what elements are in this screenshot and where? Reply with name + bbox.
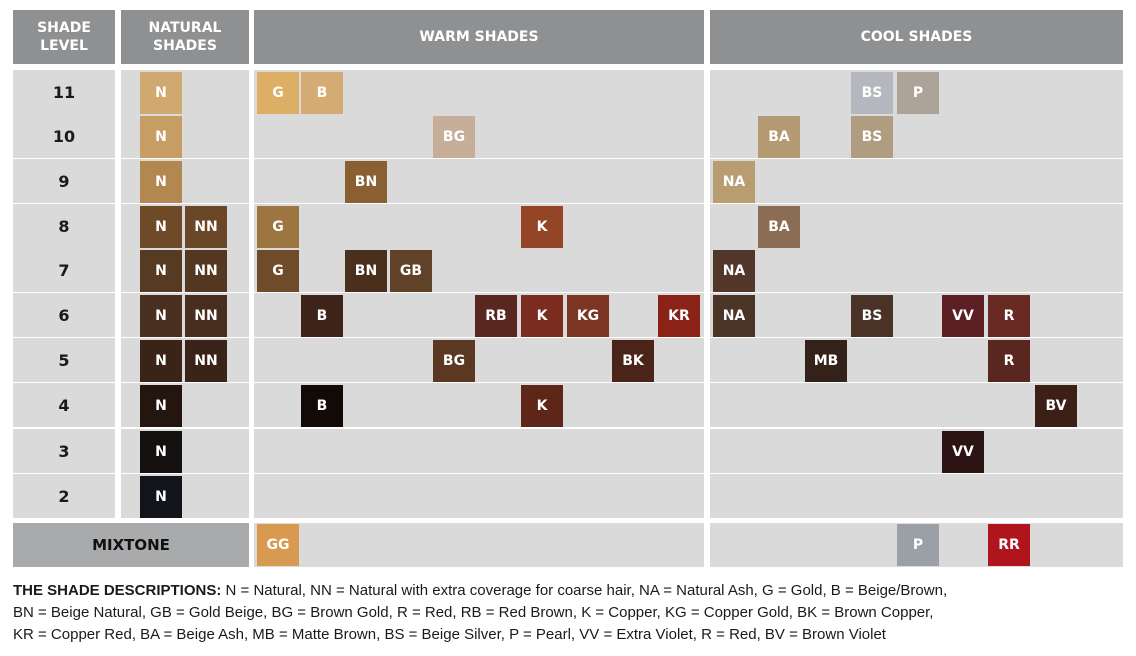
shade-level-9: 9: [13, 159, 115, 203]
shade-level-4: 4: [13, 383, 115, 427]
swatch-natural-5-nn: NN: [185, 340, 227, 382]
swatch-warm-9-bn: BN: [345, 161, 387, 203]
shade-level-11: 11: [13, 70, 115, 114]
shade-chart: SHADE LEVEL NATURAL SHADES WARM SHADES C…: [13, 10, 1123, 567]
swatch-warm-6-b: B: [301, 295, 343, 337]
shade-level-7: 7: [13, 248, 115, 292]
swatch-natural-8-nn: NN: [185, 206, 227, 248]
cool-row-7: [710, 248, 1123, 292]
swatch-warm-8-g: G: [257, 206, 299, 248]
swatch-cool-11-p: P: [897, 72, 939, 114]
swatch-cool-8-ba: BA: [758, 206, 800, 248]
warm-row-7: [254, 248, 704, 292]
legend-heading: THE SHADE DESCRIPTIONS:: [13, 582, 222, 599]
shade-level-8: 8: [13, 204, 115, 248]
swatch-warm-7-bn: BN: [345, 250, 387, 292]
swatch-warm-4-b: B: [301, 385, 343, 427]
swatch-warm-7-g: G: [257, 250, 299, 292]
cool-row-2: [710, 474, 1123, 518]
mixtone-label: MIXTONE: [13, 523, 249, 567]
swatch-warm-6-kg: KG: [567, 295, 609, 337]
swatch-cool-6-bs: BS: [851, 295, 893, 337]
swatch-cool-11-bs: BS: [851, 72, 893, 114]
swatch-natural-7-nn: NN: [185, 250, 227, 292]
swatch-warm-7-gb: GB: [390, 250, 432, 292]
cool-row-6: [710, 293, 1123, 337]
swatch-cool-6-vv: VV: [942, 295, 984, 337]
cool-row-3: [710, 429, 1123, 473]
warm-row-10: [254, 114, 704, 158]
swatch-warm-6-rb: RB: [475, 295, 517, 337]
cool-row-5: [710, 338, 1123, 382]
swatch-cool-5-r: R: [988, 340, 1030, 382]
cool-row-9: [710, 159, 1123, 203]
swatch-mixtone-gg: GG: [257, 524, 299, 566]
mixtone-warm-row: [254, 523, 704, 567]
warm-row-3: [254, 429, 704, 473]
shade-level-6: 6: [13, 293, 115, 337]
swatch-natural-7-n: N: [140, 250, 182, 292]
swatch-natural-6-n: N: [140, 295, 182, 337]
shade-level-2: 2: [13, 474, 115, 518]
swatch-cool-7-na: NA: [713, 250, 755, 292]
warm-row-8: [254, 204, 704, 248]
swatch-natural-9-n: N: [140, 161, 182, 203]
warm-row-2: [254, 474, 704, 518]
swatch-cool-5-mb: MB: [805, 340, 847, 382]
swatch-cool-10-ba: BA: [758, 116, 800, 158]
shade-level-5: 5: [13, 338, 115, 382]
swatch-warm-11-g: G: [257, 72, 299, 114]
header-natural-shades: NATURAL SHADES: [121, 10, 249, 64]
swatch-natural-5-n: N: [140, 340, 182, 382]
swatch-cool-9-na: NA: [713, 161, 755, 203]
swatch-cool-6-na: NA: [713, 295, 755, 337]
swatch-warm-5-bk: BK: [612, 340, 654, 382]
header-warm-shades: WARM SHADES: [254, 10, 704, 64]
swatch-warm-10-bg: BG: [433, 116, 475, 158]
swatch-natural-6-nn: NN: [185, 295, 227, 337]
swatch-cool-3-vv: VV: [942, 431, 984, 473]
swatch-warm-4-k: K: [521, 385, 563, 427]
shade-level-10: 10: [13, 114, 115, 158]
swatch-natural-2-n: N: [140, 476, 182, 518]
swatch-warm-6-k: K: [521, 295, 563, 337]
swatch-warm-5-bg: BG: [433, 340, 475, 382]
swatch-natural-3-n: N: [140, 431, 182, 473]
swatch-warm-6-kr: KR: [658, 295, 700, 337]
legend-line-1: N = Natural, NN = Natural with extra cov…: [221, 582, 948, 599]
shade-descriptions: THE SHADE DESCRIPTIONS: N = Natural, NN …: [13, 580, 1123, 646]
legend-line-2: BN = Beige Natural, GB = Gold Beige, BG …: [13, 604, 934, 621]
swatch-natural-8-n: N: [140, 206, 182, 248]
warm-row-9: [254, 159, 704, 203]
swatch-cool-6-r: R: [988, 295, 1030, 337]
legend-line-3: KR = Copper Red, BA = Beige Ash, MB = Ma…: [13, 626, 886, 643]
swatch-natural-10-n: N: [140, 116, 182, 158]
swatch-natural-4-n: N: [140, 385, 182, 427]
swatch-warm-8-k: K: [521, 206, 563, 248]
swatch-mixtone-p: P: [897, 524, 939, 566]
shade-level-3: 3: [13, 429, 115, 473]
swatch-mixtone-rr: RR: [988, 524, 1030, 566]
swatch-cool-4-bv: BV: [1035, 385, 1077, 427]
swatch-warm-11-b: B: [301, 72, 343, 114]
header-shade-level: SHADE LEVEL: [13, 10, 115, 64]
swatch-cool-10-bs: BS: [851, 116, 893, 158]
header-cool-shades: COOL SHADES: [710, 10, 1123, 64]
swatch-natural-11-n: N: [140, 72, 182, 114]
